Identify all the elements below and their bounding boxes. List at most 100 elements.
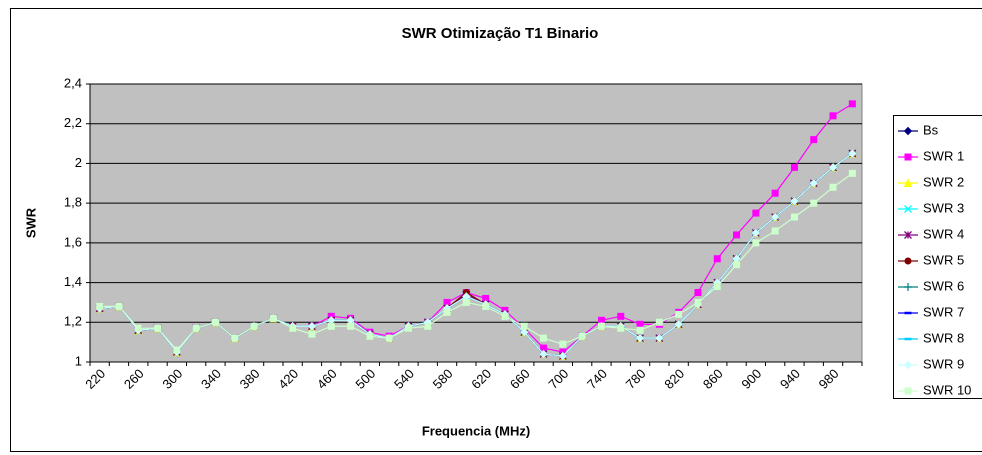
marker xyxy=(347,322,355,330)
marker xyxy=(674,320,683,329)
marker xyxy=(597,322,605,330)
marker xyxy=(115,302,123,310)
y-tick-label: 1 xyxy=(75,353,82,368)
marker xyxy=(790,213,798,221)
y-tick-label: 1,4 xyxy=(64,274,82,289)
marker xyxy=(829,183,837,191)
marker xyxy=(250,322,258,330)
marker xyxy=(771,227,779,235)
marker xyxy=(211,318,219,326)
marker xyxy=(154,324,162,332)
marker xyxy=(790,163,798,171)
marker xyxy=(231,334,239,342)
marker xyxy=(173,346,181,354)
marker xyxy=(327,322,335,330)
marker xyxy=(904,205,912,213)
marker xyxy=(617,312,625,320)
marker xyxy=(617,324,625,332)
marker xyxy=(771,189,779,197)
marker xyxy=(829,112,837,120)
marker xyxy=(903,178,913,187)
marker xyxy=(904,387,912,395)
marker xyxy=(904,283,912,291)
marker xyxy=(751,228,761,238)
marker xyxy=(903,126,913,136)
marker xyxy=(694,298,702,306)
y-tick-label: 1,8 xyxy=(64,195,82,210)
legend-label: SWR 8 xyxy=(923,330,964,345)
marker xyxy=(904,257,912,265)
marker xyxy=(675,310,683,318)
marker xyxy=(848,100,856,108)
marker xyxy=(558,351,568,361)
marker xyxy=(539,349,548,359)
legend-label: SWR 9 xyxy=(923,356,964,371)
y-tick-label: 1,2 xyxy=(64,314,82,329)
x-axis-title: Frequencia (MHz) xyxy=(422,423,530,438)
marker xyxy=(790,196,799,206)
marker xyxy=(636,326,644,334)
marker xyxy=(134,324,142,332)
legend-label: SWR 1 xyxy=(923,148,964,163)
marker xyxy=(636,320,644,328)
legend-label: SWR 3 xyxy=(923,200,964,215)
series xyxy=(96,169,856,354)
marker xyxy=(501,312,509,320)
marker xyxy=(655,333,664,343)
marker xyxy=(903,360,913,370)
marker xyxy=(307,322,317,331)
legend-box xyxy=(893,115,982,399)
series-line xyxy=(99,172,853,351)
marker xyxy=(770,212,780,222)
y-tick-label: 2,4 xyxy=(64,75,82,90)
y-tick-label: 2,2 xyxy=(64,115,82,130)
plot-area xyxy=(89,83,863,363)
marker xyxy=(424,322,432,330)
y-tick-label: 1,6 xyxy=(64,234,82,249)
marker xyxy=(635,333,645,343)
legend-label: SWR 4 xyxy=(923,226,964,241)
marker xyxy=(520,328,529,337)
marker xyxy=(733,231,741,239)
marker xyxy=(462,298,470,306)
marker xyxy=(904,153,912,161)
legend-label: SWR 2 xyxy=(923,174,964,189)
legend-label: Bs xyxy=(923,122,939,137)
marker xyxy=(809,179,818,188)
marker xyxy=(443,308,451,316)
marker xyxy=(752,209,760,217)
marker xyxy=(733,261,741,269)
marker xyxy=(848,169,856,177)
marker xyxy=(540,334,548,342)
marker xyxy=(578,332,586,340)
marker xyxy=(752,239,760,247)
marker xyxy=(713,283,721,291)
marker xyxy=(559,340,567,348)
legend-label: SWR 5 xyxy=(923,252,964,267)
y-tick-label: 2 xyxy=(75,155,82,170)
marker xyxy=(366,332,374,340)
marker xyxy=(655,318,663,326)
marker xyxy=(269,314,277,322)
marker xyxy=(713,255,721,263)
marker xyxy=(520,322,528,330)
marker xyxy=(96,302,104,310)
marker xyxy=(404,324,412,332)
y-axis-title: SWR xyxy=(23,207,38,238)
marker xyxy=(904,231,912,239)
chart-title: SWR Otimização T1 Binario xyxy=(402,25,599,42)
marker xyxy=(848,149,857,158)
marker xyxy=(482,302,490,310)
legend-label: SWR 7 xyxy=(923,304,964,319)
marker xyxy=(385,334,393,342)
marker xyxy=(289,324,297,332)
marker xyxy=(810,136,818,144)
legend-label: SWR 10 xyxy=(923,382,971,397)
marker xyxy=(308,330,316,338)
marker xyxy=(192,324,200,332)
legend-label: SWR 6 xyxy=(923,278,964,293)
marker xyxy=(694,289,702,296)
marker xyxy=(810,199,818,207)
